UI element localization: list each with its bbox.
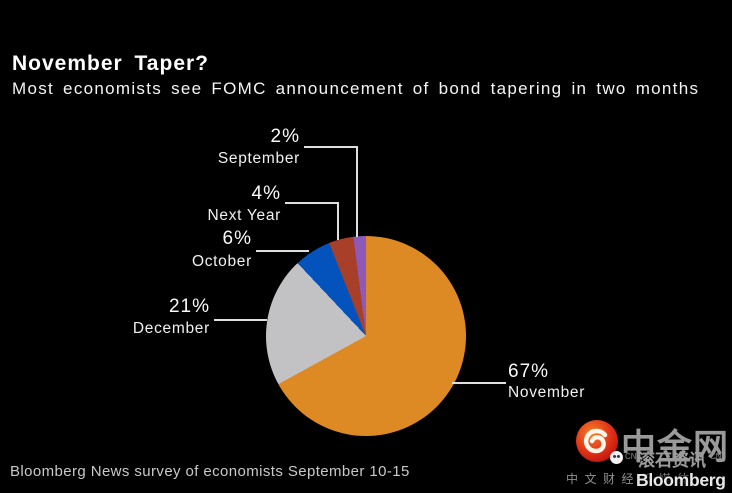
callout-line-september [356, 146, 358, 237]
callout-label-october: October [191, 253, 252, 270]
pie-chart [266, 236, 466, 436]
panda-face-icon [610, 451, 623, 464]
callout-pct-september: 2% [270, 126, 300, 147]
watermark-cn-suffix: CN [710, 452, 722, 461]
callout-label-november: November [508, 384, 586, 401]
cngold-wordmark: 中金网 [621, 428, 730, 467]
callout-pct-next-year: 4% [251, 183, 281, 204]
watermark-overlay-text: 滚石资讯 [638, 451, 706, 470]
page-subtitle: Most economists see FOMC announcement of… [12, 79, 700, 98]
callout-line-next-year [285, 202, 338, 204]
callout-pct-december: 21% [168, 296, 210, 317]
source-note: Bloomberg News survey of economists Sept… [10, 463, 410, 480]
page-title: November Taper? [12, 52, 209, 75]
callout-label-next-year: Next Year [207, 207, 281, 224]
callout-line-october [256, 250, 309, 252]
cngold-tagline: 中文财经新媒体 [566, 472, 696, 486]
callout-pct-october: 6% [222, 228, 252, 249]
callout-label-december: December [132, 320, 210, 337]
callout-line-next-year [337, 202, 339, 240]
watermark-cn-prefix: CN [625, 452, 637, 461]
callout-pct-november: 67% [508, 361, 550, 382]
callout-line-november [452, 382, 506, 384]
callout-line-december [214, 319, 267, 321]
cngold-logo-icon [576, 420, 618, 462]
callout-label-september: September [217, 150, 300, 167]
bloomberg-logo: Bloomberg [636, 470, 726, 490]
callout-line-september [304, 146, 357, 148]
